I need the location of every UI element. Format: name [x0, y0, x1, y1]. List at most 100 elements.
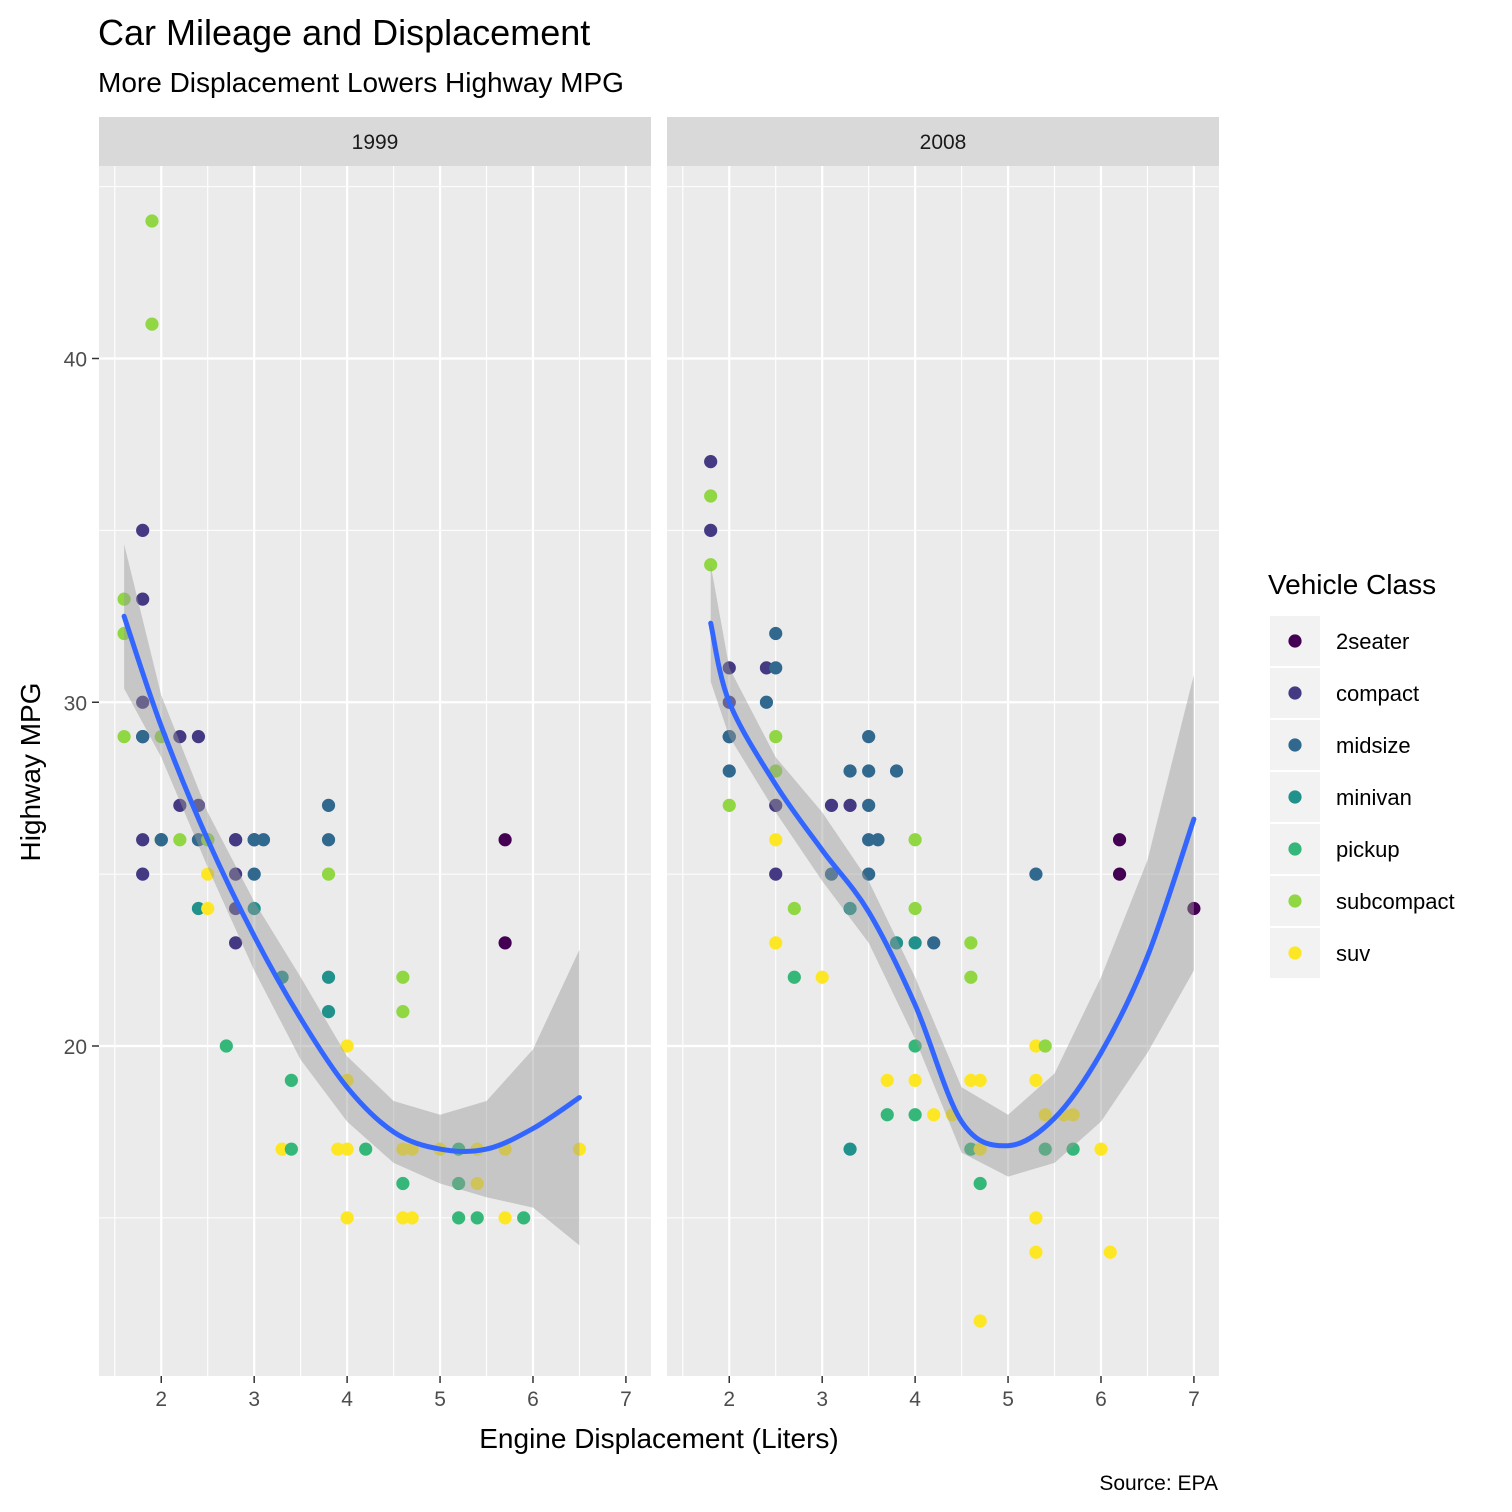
caption: Source: EPA — [1099, 1472, 1218, 1495]
point-midsize — [862, 798, 876, 812]
legend: Vehicle Class 2seater compact midsize miniv… — [1268, 569, 1455, 978]
point-compact — [136, 523, 150, 537]
point-minivan — [321, 970, 336, 984]
point-pickup — [452, 1176, 466, 1191]
point-midsize — [843, 764, 857, 778]
point-suv — [396, 1211, 410, 1225]
point-compact — [759, 661, 774, 675]
point-compact — [769, 867, 783, 881]
legend-item-pickup: pickup — [1270, 824, 1400, 874]
point-midsize — [862, 833, 876, 847]
point-pickup — [284, 1073, 298, 1087]
y-tick-label: 20 — [64, 1036, 87, 1059]
point-midsize — [722, 764, 736, 778]
point-suv — [973, 1314, 987, 1328]
point-suv — [1038, 1108, 1052, 1122]
point-suv — [201, 867, 215, 881]
point-midsize — [824, 867, 839, 881]
legend-title: Vehicle Class — [1268, 569, 1436, 600]
point-pickup — [359, 1142, 373, 1156]
panel-background — [667, 166, 1219, 1376]
legend-label: midsize — [1336, 733, 1411, 758]
point-suv — [973, 1142, 987, 1156]
facet-panels: 1999 2 3 4 5 6 7 2008 2 3 4 5 6 7 — [99, 117, 1219, 1411]
point-subcompact — [704, 489, 718, 503]
point-minivan — [843, 1142, 857, 1156]
point-compact — [173, 798, 187, 812]
point-midsize — [769, 626, 783, 641]
point-compact — [136, 695, 150, 709]
point-pickup — [284, 1142, 298, 1156]
point-subcompact — [722, 798, 736, 812]
point-subcompact — [145, 214, 159, 228]
point-midsize — [1029, 867, 1043, 881]
point-subcompact — [117, 730, 131, 744]
point-suv — [405, 1142, 419, 1156]
x-tick-label: 6 — [527, 1388, 539, 1411]
point-suv — [1029, 1211, 1043, 1225]
point-midsize — [862, 867, 876, 881]
point-minivan — [191, 901, 206, 916]
point-midsize — [862, 764, 876, 778]
point-midsize — [247, 833, 261, 847]
y-axis-title: Highway MPG — [15, 683, 46, 862]
x-tick-label: 7 — [1188, 1388, 1200, 1411]
y-tick-label: 40 — [64, 349, 87, 372]
point-suv — [1029, 1073, 1043, 1087]
point-suv — [340, 1039, 354, 1053]
legend-label: 2seater — [1336, 629, 1409, 654]
point-compact — [704, 455, 718, 469]
facet-strip-label: 1999 — [352, 131, 399, 154]
point-2seater — [1187, 901, 1201, 916]
point-minivan — [247, 901, 261, 916]
point-suv — [470, 1176, 484, 1191]
point-compact — [704, 523, 718, 537]
point-compact — [191, 730, 206, 744]
point-minivan — [889, 936, 904, 950]
point-subcompact — [964, 936, 978, 950]
x-tick-label: 5 — [1002, 1388, 1014, 1411]
point-minivan — [321, 1005, 336, 1019]
point-midsize — [889, 764, 904, 778]
point-suv — [340, 1211, 354, 1225]
point-2seater — [1112, 833, 1127, 847]
point-midsize — [862, 730, 876, 744]
point-pickup — [1066, 1142, 1080, 1156]
point-subcompact — [704, 558, 718, 572]
point-subcompact — [145, 317, 159, 331]
point-suv — [572, 1142, 587, 1156]
point-subcompact — [769, 764, 783, 778]
x-tick-label: 3 — [248, 1388, 260, 1411]
legend-swatch — [1288, 634, 1302, 648]
legend-item-minivan: minivan — [1270, 772, 1412, 822]
legend-swatch — [1288, 738, 1302, 752]
point-midsize — [247, 867, 261, 881]
legend-swatch — [1288, 894, 1302, 908]
point-suv — [908, 1073, 922, 1087]
point-pickup — [964, 1142, 978, 1156]
point-suv — [201, 901, 215, 916]
legend-swatch — [1288, 842, 1302, 856]
point-pickup — [396, 1176, 410, 1191]
x-tick-label: 4 — [341, 1388, 353, 1411]
legend-item-suv: suv — [1270, 928, 1370, 978]
point-pickup — [908, 1039, 922, 1053]
point-compact — [173, 730, 187, 744]
legend-label: suv — [1336, 941, 1370, 966]
point-midsize — [256, 833, 271, 847]
point-suv — [405, 1211, 419, 1225]
legend-swatch — [1288, 790, 1302, 804]
point-midsize — [136, 730, 150, 744]
point-minivan — [843, 901, 857, 916]
point-suv — [1029, 1245, 1043, 1259]
point-suv — [340, 1142, 354, 1156]
point-suv — [1094, 1142, 1108, 1156]
point-pickup — [452, 1211, 466, 1225]
point-compact — [136, 592, 150, 606]
legend-item-midsize: midsize — [1270, 720, 1411, 770]
point-suv — [964, 1073, 978, 1087]
facet-strip — [667, 117, 1219, 166]
point-subcompact — [1038, 1039, 1052, 1053]
panel-background — [99, 166, 651, 1376]
point-suv — [1029, 1039, 1043, 1053]
